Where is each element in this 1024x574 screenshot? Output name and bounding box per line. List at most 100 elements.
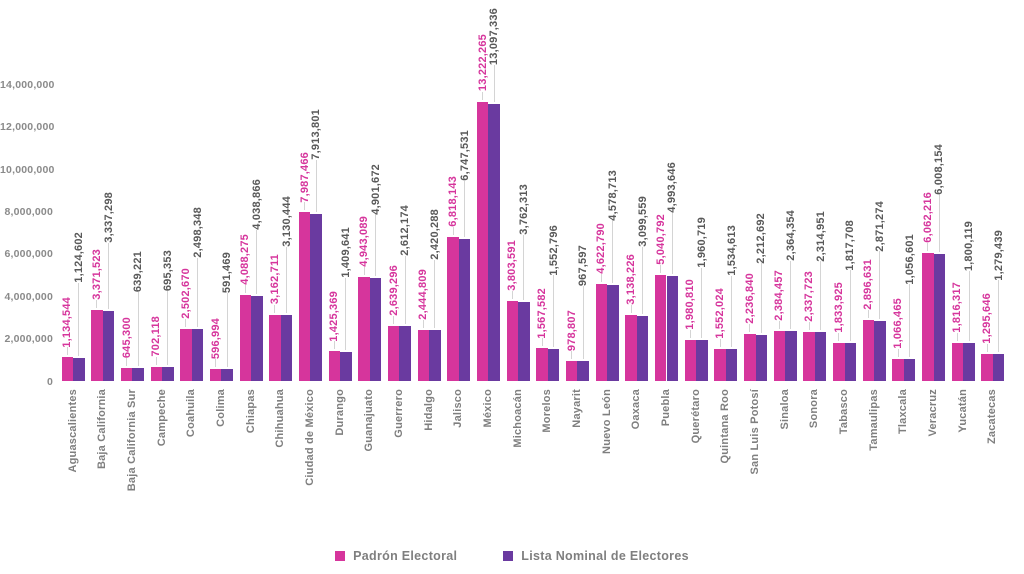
x-label-nuevo-leon: Nuevo León <box>600 389 613 454</box>
leader-line-padron-colima <box>215 358 217 367</box>
bar-padron-michoacan <box>506 300 519 382</box>
y-tick-14000000: 14,000,000 <box>0 79 55 92</box>
bar-padron-tlaxcala <box>892 358 904 382</box>
legend: Padrón Electoral Lista Nominal de Electo… <box>0 549 1024 563</box>
value-label-lista-aguascalientes: 1,124,602 <box>72 232 85 284</box>
value-label-lista-nuevo-leon: 4,578,713 <box>606 169 619 221</box>
x-label-tabasco: Tabasco <box>838 389 851 435</box>
legend-item-lista-nominal: Lista Nominal de Electores <box>503 549 689 563</box>
bar-lista-coahuila <box>191 328 204 382</box>
bar-lista-mexico <box>488 104 501 382</box>
y-tick-10000000: 10,000,000 <box>0 163 55 176</box>
legend-label-lista-nominal: Lista Nominal de Electores <box>521 549 689 563</box>
legend-label-padron-electoral: Padrón Electoral <box>353 549 458 563</box>
leader-line-lista-quintana-roo <box>731 275 733 347</box>
value-label-padron-jalisco: 6,818,143 <box>447 176 459 228</box>
value-label-lista-tabasco: 1,817,708 <box>844 219 857 271</box>
bar-padron-tabasco <box>832 342 845 382</box>
leader-line-lista-aguascalientes <box>78 283 80 356</box>
leader-line-lista-san-luis-potosi <box>760 263 762 333</box>
value-label-padron-durango: 1,425,369 <box>328 290 341 342</box>
bar-padron-durango <box>328 351 341 382</box>
y-tick-12000000: 12,000,000 <box>0 121 55 134</box>
value-label-lista-sonora: 2,314,951 <box>814 210 827 262</box>
bar-padron-oaxaca <box>625 315 637 382</box>
value-label-lista-baja-california: 3,337,298 <box>102 192 115 243</box>
value-label-lista-nayarit: 967,597 <box>577 244 590 286</box>
leader-line-padron-durango <box>333 341 335 350</box>
value-label-padron-hidalgo: 2,444,809 <box>417 268 430 320</box>
bar-padron-san-luis-potosi <box>743 334 756 382</box>
leader-line-padron-oaxaca <box>630 305 632 314</box>
value-label-padron-puebla: 5,040,792 <box>654 214 667 265</box>
leader-line-padron-campeche <box>155 356 157 365</box>
x-label-tlaxcala: Tlaxcala <box>897 389 910 435</box>
bar-padron-campeche <box>150 366 163 382</box>
leader-line-lista-guerrero <box>404 256 406 325</box>
leader-line-lista-tlaxcala <box>909 284 911 358</box>
bar-padron-yucatan <box>951 343 964 382</box>
leader-line-lista-sonora <box>820 261 822 331</box>
value-label-lista-michoacan: 3,762,313 <box>517 184 530 236</box>
value-label-lista-san-luis-potosi: 2,212,692 <box>755 212 768 264</box>
x-label-baja-california: Baja California <box>96 389 109 470</box>
y-tick-0: 0 <box>46 375 53 388</box>
leader-line-lista-nayarit <box>582 285 584 359</box>
bar-lista-sinaloa <box>785 331 797 382</box>
value-label-padron-zacatecas: 1,295,646 <box>981 293 994 345</box>
leader-line-padron-sonora <box>808 321 810 330</box>
value-label-lista-oaxaca: 3,099,559 <box>636 196 649 248</box>
x-label-sinaloa: Sinaloa <box>778 389 791 430</box>
leader-line-padron-san-luis-potosi <box>749 324 751 333</box>
bar-lista-morelos <box>547 348 560 382</box>
leader-line-lista-sinaloa <box>790 260 792 330</box>
leader-line-lista-durango <box>345 277 347 350</box>
bar-padron-nuevo-leon <box>595 283 608 382</box>
x-label-oaxaca: Oaxaca <box>630 389 643 430</box>
y-tick-2000000: 2,000,000 <box>4 333 53 346</box>
value-label-padron-veracruz: 6,062,216 <box>921 192 934 244</box>
leader-line-lista-michoacan <box>523 235 525 300</box>
value-label-lista-tamaulipas: 2,871,274 <box>873 200 886 252</box>
bar-padron-ciudad-de-mexico <box>298 212 311 382</box>
leader-line-padron-ciudad-de-mexico <box>304 202 306 211</box>
leader-line-padron-puebla <box>660 264 662 273</box>
value-label-padron-aguascalientes: 1,134,544 <box>61 296 74 348</box>
bar-padron-baja-california <box>91 310 103 382</box>
bar-lista-aguascalientes <box>73 357 85 382</box>
value-label-lista-veracruz: 6,008,154 <box>933 143 946 195</box>
leader-line-padron-tlaxcala <box>897 348 899 357</box>
x-label-guerrero: Guerrero <box>392 389 405 438</box>
x-label-puebla: Puebla <box>660 389 672 427</box>
bar-lista-baja-california <box>102 310 115 382</box>
bar-lista-campeche <box>162 366 174 382</box>
leader-line-padron-aguascalientes <box>66 347 68 356</box>
value-label-padron-nayarit: 978,807 <box>565 309 578 351</box>
bar-padron-coahuila <box>180 328 192 382</box>
bar-lista-hidalgo <box>429 330 441 382</box>
leader-line-padron-guerrero <box>393 315 395 324</box>
leader-line-padron-chihuahua <box>274 304 276 313</box>
value-label-padron-sinaloa: 2,384,457 <box>773 270 786 322</box>
leader-line-lista-coahuila <box>197 258 199 327</box>
leader-line-padron-yucatan <box>956 333 958 342</box>
leader-line-padron-baja-california-sur <box>126 357 128 366</box>
bar-lista-jalisco <box>458 238 471 382</box>
bar-lista-tabasco <box>844 343 857 382</box>
x-label-jalisco: Jalisco <box>452 389 465 428</box>
leader-line-lista-puebla <box>671 212 673 274</box>
bar-padron-sinaloa <box>773 331 786 382</box>
leader-line-padron-sinaloa <box>778 321 780 329</box>
leader-line-padron-mexico <box>482 91 484 100</box>
value-label-lista-yucatan: 1,800,119 <box>963 220 975 271</box>
x-label-aguascalientes: Aguascalientes <box>66 389 79 473</box>
bar-lista-veracruz <box>933 254 946 382</box>
x-label-colima: Colima <box>214 389 227 427</box>
leader-line-padron-morelos <box>541 338 543 347</box>
bar-padron-chiapas <box>239 294 252 382</box>
bar-lista-nuevo-leon <box>607 284 619 382</box>
value-label-lista-guerrero: 2,612,174 <box>399 205 412 257</box>
bar-lista-nayarit <box>577 361 590 382</box>
value-label-lista-sinaloa: 2,364,354 <box>784 209 797 261</box>
bar-padron-baja-california-sur <box>120 367 133 382</box>
